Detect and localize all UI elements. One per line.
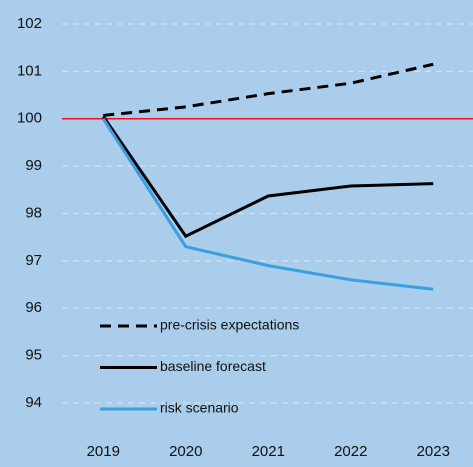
x-tick-label: 2023 <box>417 443 450 460</box>
y-tick-label: 96 <box>25 299 42 316</box>
legend-label: baseline forecast <box>160 358 266 374</box>
y-tick-label: 97 <box>25 252 42 269</box>
x-tick-label: 2021 <box>252 443 285 460</box>
y-tick-label: 99 <box>25 157 42 174</box>
x-tick-label: 2019 <box>87 443 120 460</box>
y-tick-label: 102 <box>17 15 42 32</box>
legend-label: risk scenario <box>160 400 239 416</box>
x-tick-label: 2022 <box>334 443 367 460</box>
series-line <box>102 115 434 239</box>
x-tick-label: 2020 <box>169 443 202 460</box>
y-tick-label: 98 <box>25 204 42 221</box>
y-tick-label: 100 <box>17 110 42 127</box>
y-tick-label: 94 <box>25 394 42 411</box>
legend-label: pre-crisis expectations <box>160 317 299 333</box>
series-line <box>101 117 434 291</box>
y-tick-label: 101 <box>17 62 42 79</box>
y-tick-label: 95 <box>25 347 42 364</box>
series-line <box>103 62 434 117</box>
